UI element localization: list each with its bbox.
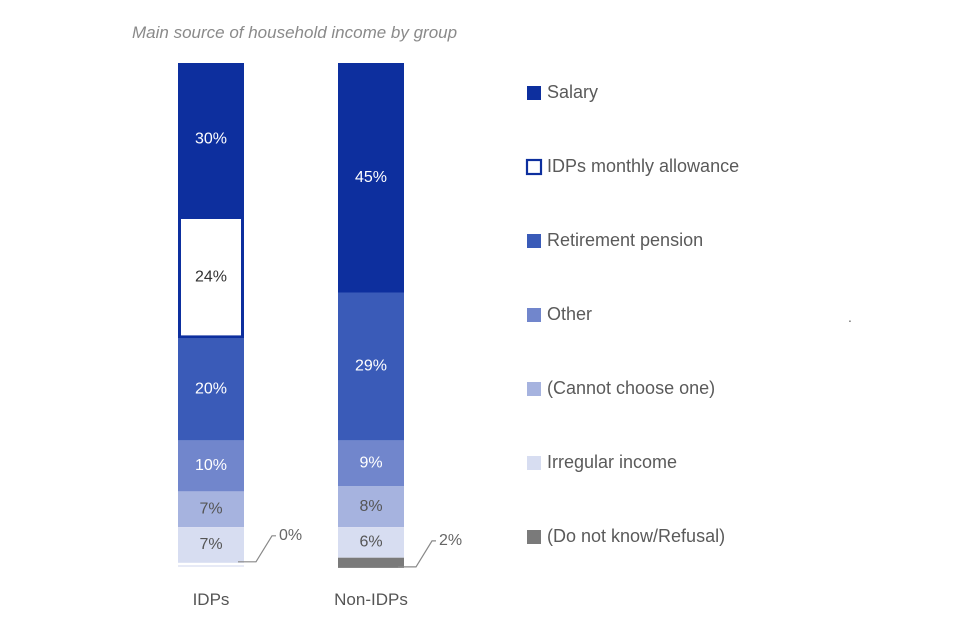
bar-segment-non-idps-3 <box>338 440 404 487</box>
legend-swatch <box>527 86 541 100</box>
bar-segment-non-idps-6 <box>338 557 404 568</box>
callout-label: 2% <box>439 532 462 549</box>
legend-label: Other <box>547 304 592 324</box>
data-label: 6% <box>359 534 382 551</box>
legend-label: (Do not know/Refusal) <box>547 526 725 546</box>
stray-mark: . <box>848 309 852 325</box>
bar-segment-idps-4 <box>178 491 244 528</box>
callout-leader-line <box>398 540 436 568</box>
bar-segment-idps-3 <box>178 440 244 492</box>
small-value-callouts: 0% 2% <box>238 527 462 568</box>
data-label: 45% <box>355 169 387 186</box>
legend-swatch <box>525 158 543 176</box>
callout-label: 0% <box>279 527 302 544</box>
data-label: 8% <box>359 498 382 515</box>
legend-swatch <box>527 234 541 248</box>
bars-group <box>178 63 404 568</box>
legend-label: (Cannot choose one) <box>547 378 715 398</box>
bar-segment-idps-0 <box>178 63 244 216</box>
data-label: 30% <box>195 131 227 148</box>
legend-swatch <box>527 530 541 544</box>
legend-swatch <box>527 308 541 322</box>
legend-label: Retirement pension <box>547 230 703 250</box>
segment-labels-group: 30% 24% 20% 10% 7% 7% 45% 29% 9% 8% 6% <box>195 131 387 553</box>
data-label: 7% <box>199 500 222 517</box>
bar-segment-idps-5 <box>178 527 244 563</box>
category-label-idps: IDPs <box>193 590 230 609</box>
data-label: 29% <box>355 358 387 375</box>
bar-segment-idps-2 <box>178 338 244 441</box>
bar-segment-idps-1 <box>178 216 244 339</box>
data-label: 20% <box>195 381 227 398</box>
legend-label: Salary <box>547 82 598 102</box>
data-label: 7% <box>199 536 222 553</box>
bar-segment-non-idps-5 <box>338 527 404 558</box>
bar-segment-non-idps-2 <box>338 292 404 441</box>
chart-title: Main source of household income by group <box>132 23 457 42</box>
data-label: 10% <box>195 457 227 474</box>
legend-swatch <box>527 382 541 396</box>
category-labels-group: IDPs Non-IDPs <box>193 590 408 609</box>
legend-label: IDPs monthly allowance <box>547 156 739 176</box>
bar-segment-non-idps-4 <box>338 486 404 528</box>
category-label-non-idps: Non-IDPs <box>334 590 408 609</box>
data-label: 24% <box>195 268 227 285</box>
legend-swatch <box>527 456 541 470</box>
callout-leader-line <box>238 535 276 563</box>
bar-segment-non-idps-0 <box>338 63 404 293</box>
data-label: 9% <box>359 455 382 472</box>
legend-label: Irregular income <box>547 452 677 472</box>
legend: Salary IDPs monthly allowance Retirement p… <box>525 82 739 546</box>
